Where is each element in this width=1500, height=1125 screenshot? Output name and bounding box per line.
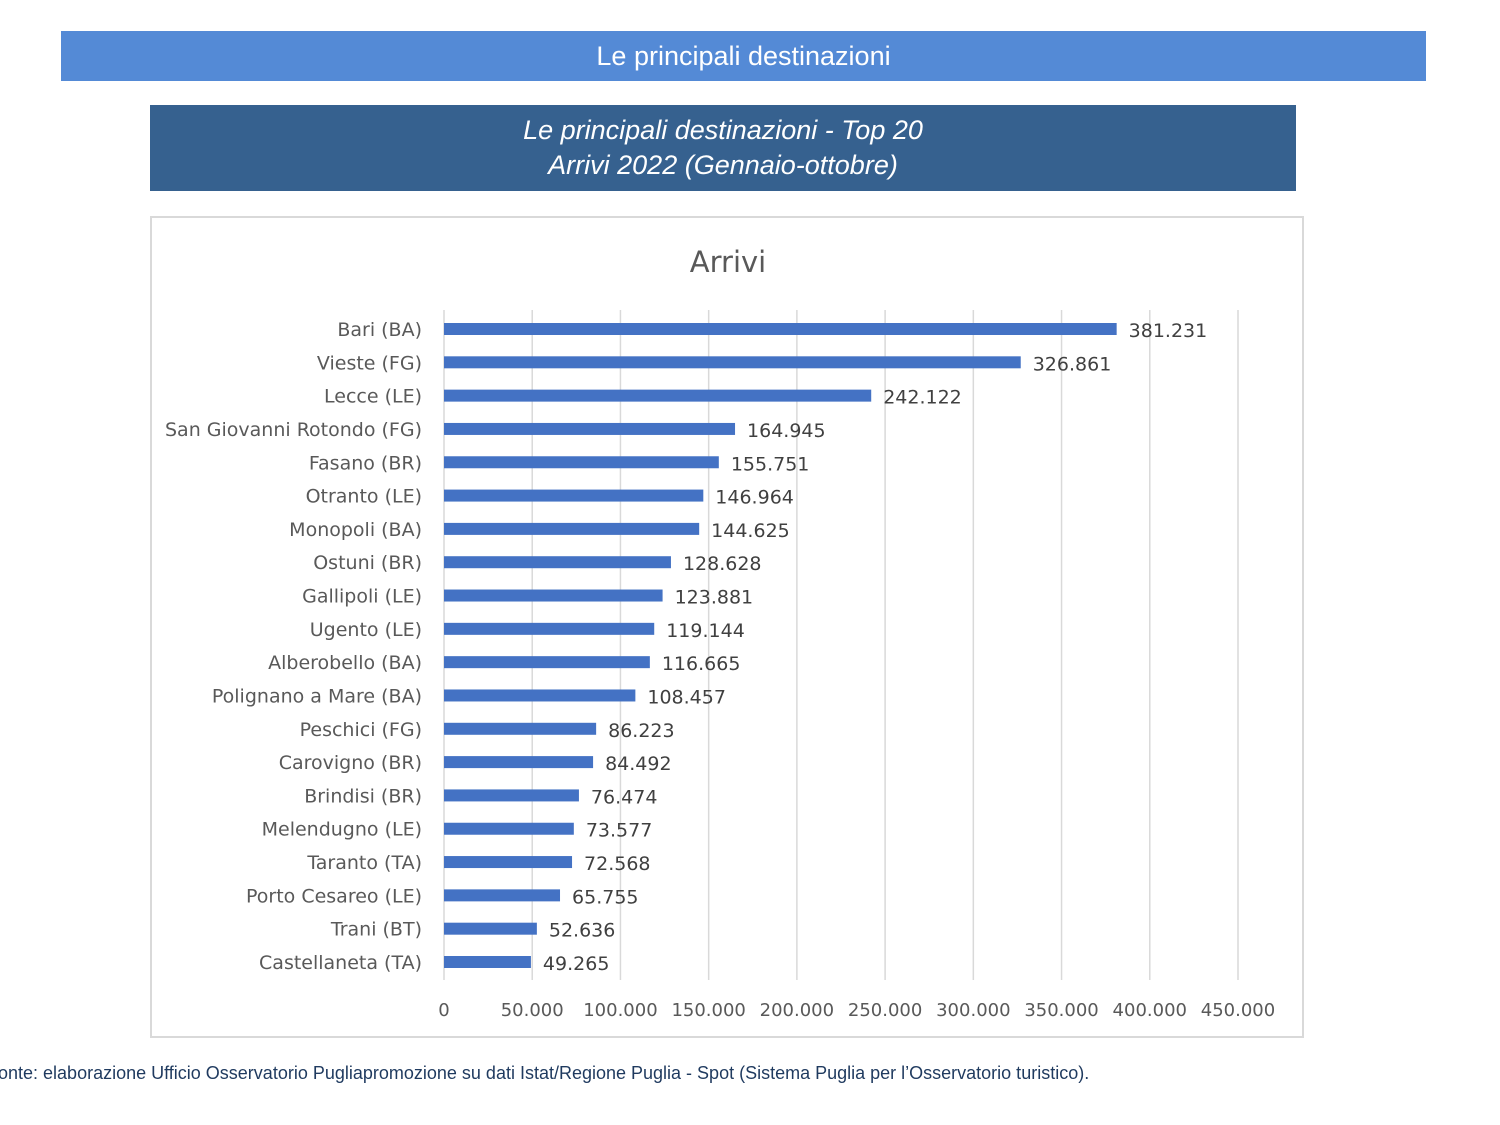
data-label: 116.665 <box>662 653 741 675</box>
data-label: 76.474 <box>591 786 657 808</box>
category-label: Alberobello (BA) <box>268 652 422 674</box>
bar <box>444 856 573 869</box>
bar <box>444 656 650 669</box>
value-labels: 381.231 326.861 242.122 164.945 155.751 146.9… <box>543 320 1207 975</box>
data-label: 119.144 <box>666 620 745 642</box>
category-label: Fasano (BR) <box>309 452 422 474</box>
bar <box>444 756 594 769</box>
data-label: 164.945 <box>747 420 826 442</box>
page-header-banner: Le principali destinazioni <box>61 31 1426 81</box>
x-axis-tick-labels: 0 50.000 100.000 150.000 200.000 250.000 300.0… <box>438 1000 1275 1021</box>
category-label: Taranto (TA) <box>306 852 422 874</box>
data-label: 128.628 <box>683 553 762 575</box>
data-label: 72.568 <box>584 853 650 875</box>
chart-heading-banner: Le principali destinazioni - Top 20 Arri… <box>150 105 1296 191</box>
bar <box>444 456 719 469</box>
bar <box>444 722 597 735</box>
bar <box>444 789 579 802</box>
data-label: 65.755 <box>572 886 638 908</box>
category-label: Melendugno (LE) <box>262 819 422 841</box>
bar <box>444 489 704 502</box>
source-note: onte: elaborazione Ufficio Osservatorio … <box>0 1063 1090 1083</box>
x-tick-label: 350.000 <box>1024 1000 1098 1021</box>
data-label: 381.231 <box>1129 320 1208 342</box>
category-label: Otranto (LE) <box>306 486 422 508</box>
category-label: Carovigno (BR) <box>279 752 422 774</box>
category-label: Brindisi (BR) <box>304 785 422 807</box>
bar <box>444 822 574 835</box>
data-label: 144.625 <box>711 520 790 542</box>
category-label: Polignano a Mare (BA) <box>212 685 422 707</box>
data-label: 242.122 <box>883 387 962 409</box>
bar <box>444 889 561 902</box>
bar <box>444 556 671 569</box>
data-label: 52.636 <box>549 920 615 942</box>
data-label: 108.457 <box>647 686 726 708</box>
bar <box>444 422 736 435</box>
bar <box>444 922 537 935</box>
x-tick-label: 200.000 <box>760 1000 834 1021</box>
x-tick-label: 50.000 <box>501 1000 564 1021</box>
data-label: 86.223 <box>608 720 674 742</box>
bar <box>444 389 872 402</box>
data-label: 146.964 <box>715 487 794 509</box>
chart-frame: Arrivi Bari (BA) Vieste (FG) Lecce (LE) San… <box>150 216 1304 1038</box>
data-label: 326.861 <box>1033 353 1112 375</box>
chart-heading-line1: Le principali destinazioni - Top 20 <box>523 115 923 145</box>
category-label: Trani (BT) <box>330 919 422 941</box>
data-label: 73.577 <box>586 820 652 842</box>
bar <box>444 622 655 635</box>
bar <box>444 522 700 535</box>
data-label: 49.265 <box>543 953 609 975</box>
x-tick-label: 300.000 <box>936 1000 1010 1021</box>
chart-title: Arrivi <box>690 245 766 279</box>
bar <box>444 589 663 602</box>
bars <box>444 323 1117 968</box>
category-label: Monopoli (BA) <box>289 519 422 541</box>
bar <box>444 356 1021 369</box>
x-tick-label: 0 <box>438 1000 449 1021</box>
x-tick-label: 100.000 <box>583 1000 657 1021</box>
category-label: Peschici (FG) <box>300 719 422 741</box>
bar-chart: Arrivi Bari (BA) Vieste (FG) Lecce (LE) San… <box>165 245 1275 1021</box>
data-label: 123.881 <box>675 587 754 609</box>
chart-heading-line2: Arrivi 2022 (Gennaio-ottobre) <box>548 150 898 180</box>
category-label: Porto Cesareo (LE) <box>246 885 422 907</box>
x-tick-label: 150.000 <box>671 1000 745 1021</box>
x-tick-label: 400.000 <box>1113 1000 1187 1021</box>
data-label: 84.492 <box>605 753 671 775</box>
category-label: Ostuni (BR) <box>313 552 422 574</box>
x-tick-label: 450.000 <box>1201 1000 1275 1021</box>
category-label: Castellaneta (TA) <box>259 952 422 974</box>
category-label: Bari (BA) <box>337 319 422 341</box>
category-label: Gallipoli (LE) <box>302 586 422 608</box>
category-labels: Bari (BA) Vieste (FG) Lecce (LE) San Giovan… <box>165 319 422 974</box>
category-label: Vieste (FG) <box>317 352 422 374</box>
category-label: Lecce (LE) <box>324 386 422 408</box>
bar <box>444 956 531 968</box>
bar <box>444 689 636 702</box>
data-label: 155.751 <box>731 453 810 475</box>
category-label: Ugento (LE) <box>310 619 422 641</box>
gridlines <box>443 310 1239 980</box>
bar <box>444 323 1117 335</box>
page-title: Le principali destinazioni <box>596 40 891 71</box>
category-label: San Giovanni Rotondo (FG) <box>165 419 422 441</box>
x-tick-label: 250.000 <box>848 1000 922 1021</box>
